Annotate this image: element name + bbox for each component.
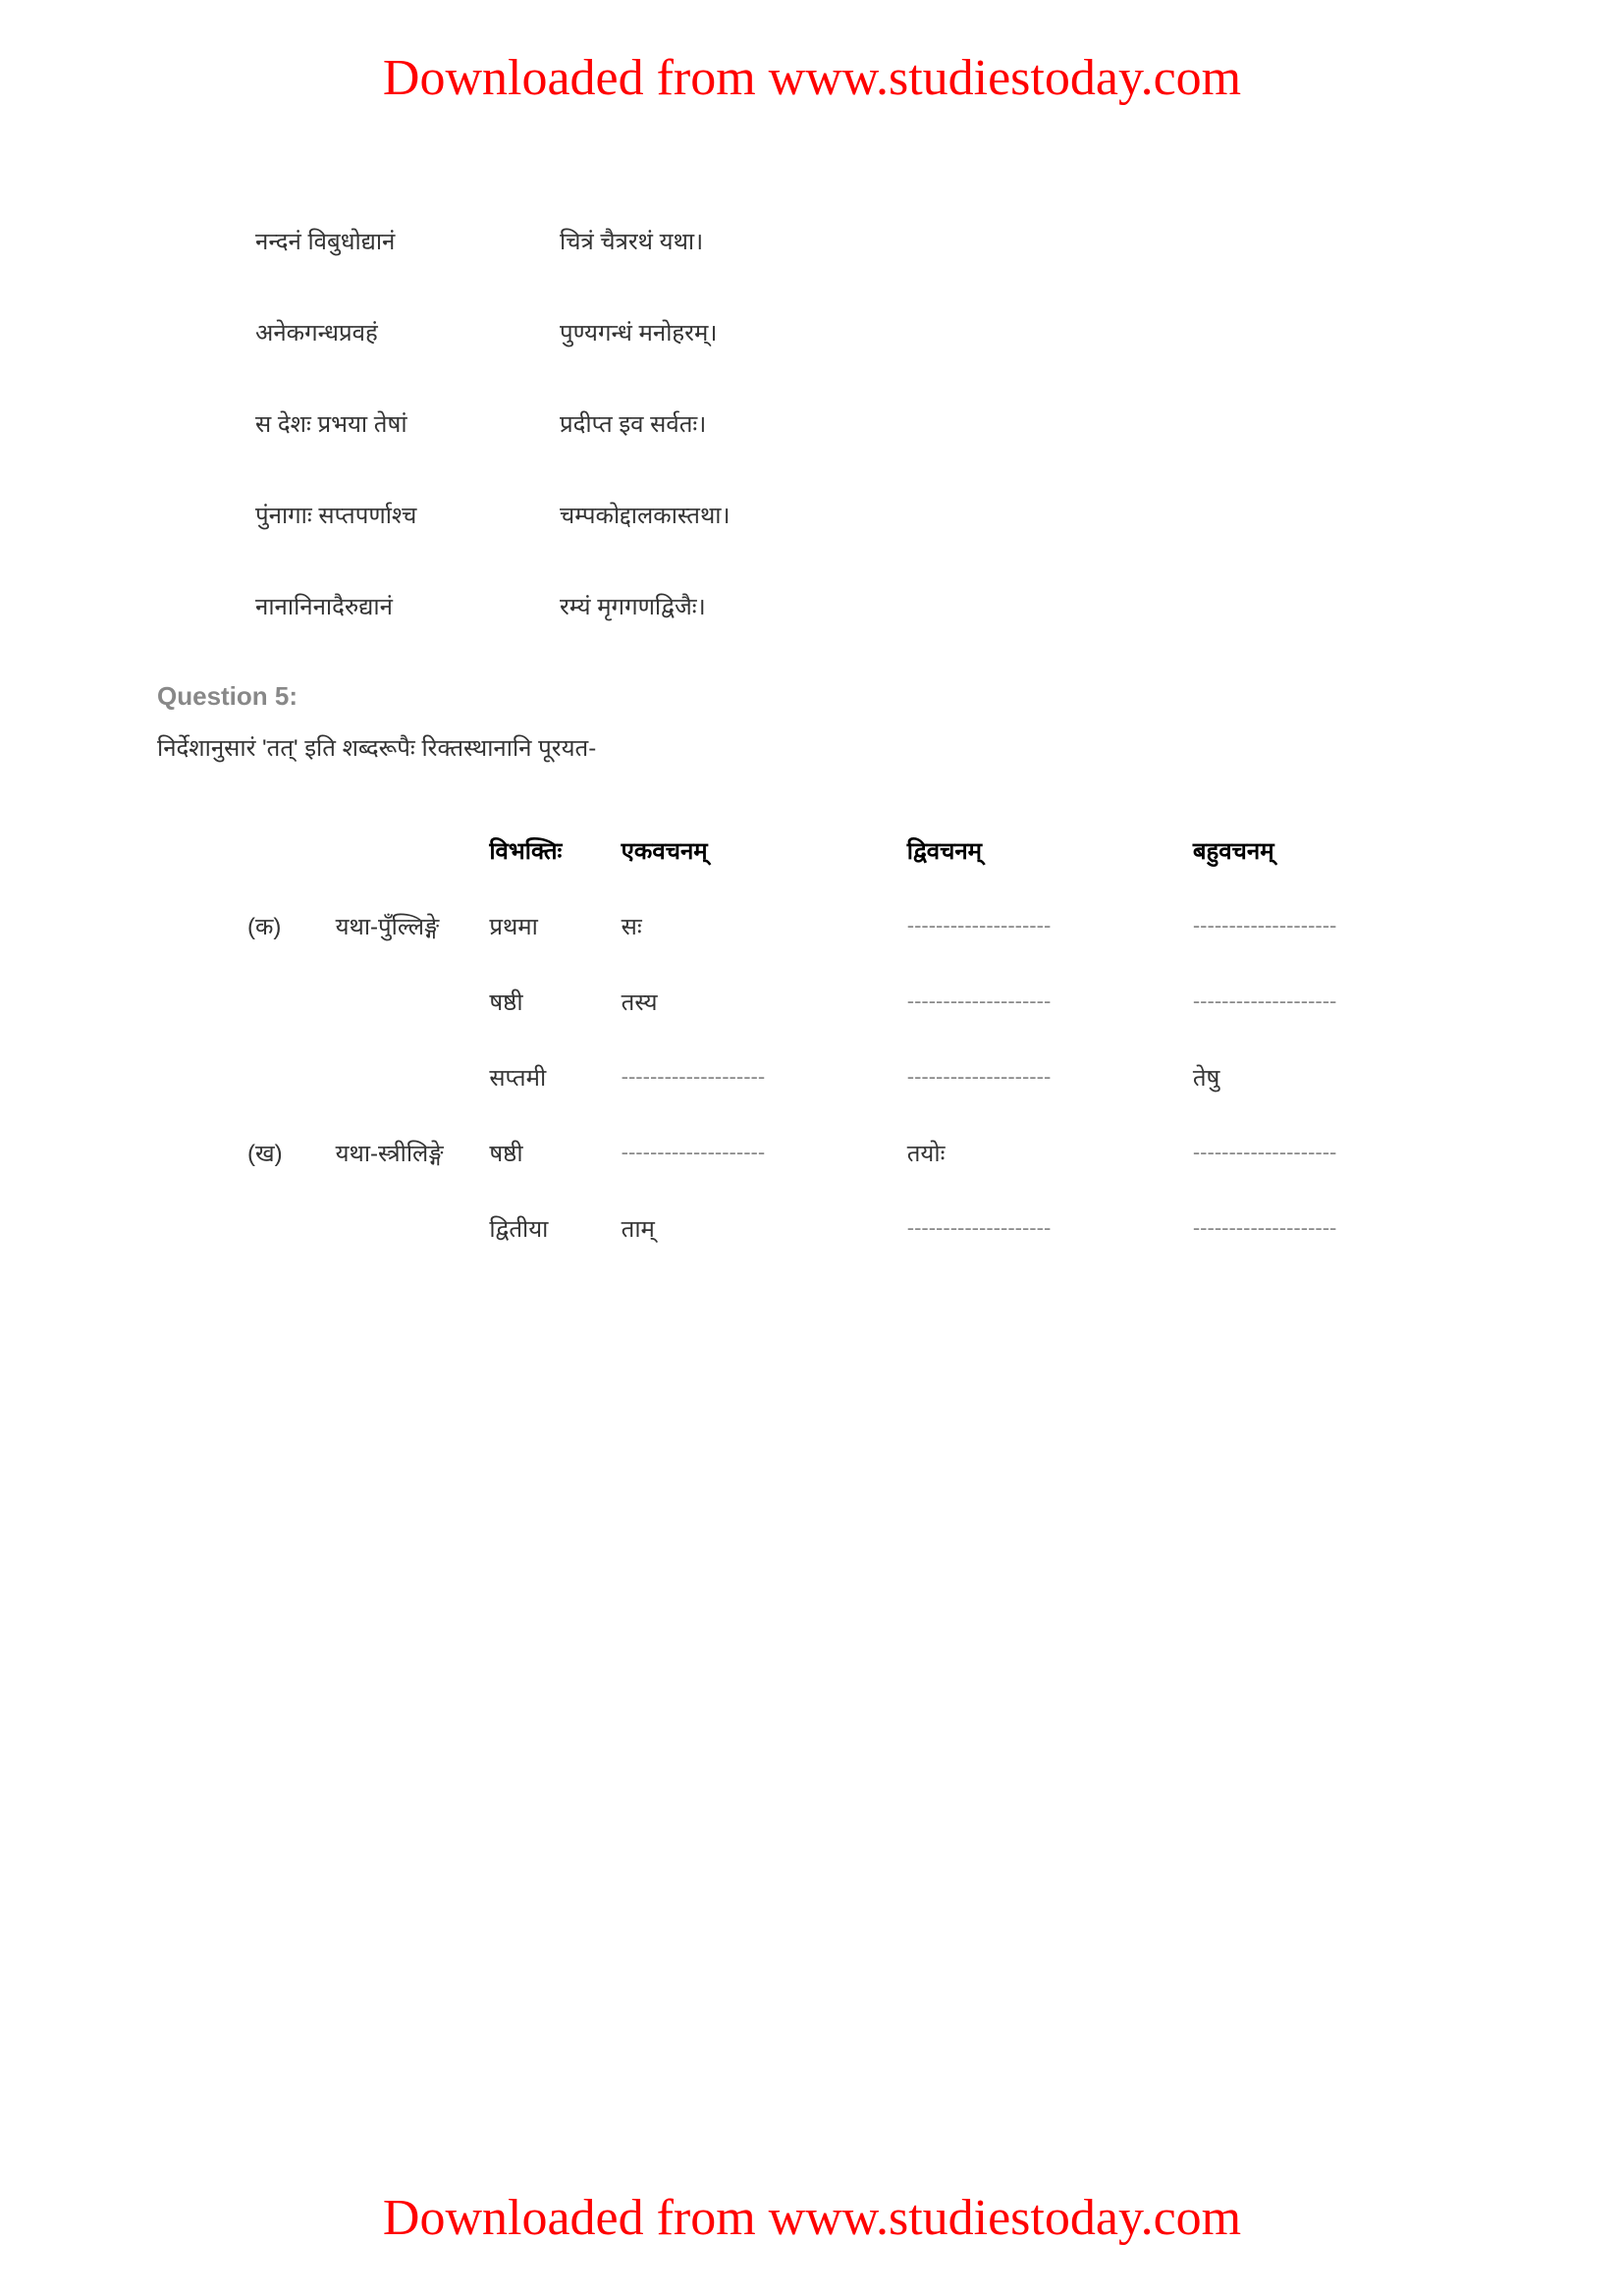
watermark-top: Downloaded from www.studiestoday.com	[0, 49, 1624, 107]
watermark-bottom: Downloaded from www.studiestoday.com	[0, 2189, 1624, 2247]
cell-dvi: तयोः	[895, 1115, 1181, 1191]
header-vibhakti: विभक्तिः	[477, 813, 609, 888]
cell-dvi: --------------------	[895, 1040, 1181, 1115]
verses-block: नन्दनं विबुधोद्यानं चित्रं चैत्ररथं यथा।…	[255, 225, 1467, 622]
table-row: (ख) यथा-स्त्रीलिङ्गे षष्ठी -------------…	[236, 1115, 1467, 1191]
cell-bahu: --------------------	[1181, 1115, 1467, 1191]
verse-line: अनेकगन्धप्रवहं पुण्यगन्धं मनोहरम्।	[255, 316, 1467, 348]
verse-col2: रम्यं मृगगणद्विजैः।	[560, 590, 706, 622]
verse-line: नन्दनं विबुधोद्यानं चित्रं चैत्ररथं यथा।	[255, 225, 1467, 257]
cell-bahu: --------------------	[1181, 1191, 1467, 1266]
table-row: षष्ठी तस्य -------------------- --------…	[236, 964, 1467, 1040]
row-gender	[324, 964, 478, 1040]
main-content: नन्दनं विबुधोद्यानं चित्रं चैत्ररथं यथा।…	[0, 225, 1624, 1266]
row-marker	[236, 1191, 324, 1266]
cell-dvi: --------------------	[895, 888, 1181, 964]
cell-dvi: --------------------	[895, 964, 1181, 1040]
verse-col2: पुण्यगन्धं मनोहरम्।	[560, 316, 717, 348]
row-vibhakti: षष्ठी	[477, 964, 609, 1040]
verse-col1: स देशः प्रभया तेषां	[255, 407, 511, 440]
cell-eka: --------------------	[610, 1040, 895, 1115]
question-label: Question 5:	[157, 681, 1467, 712]
row-vibhakti: सप्तमी	[477, 1040, 609, 1115]
verse-line: पुंनागाः सप्तपर्णाश्च चम्पकोद्दालकास्तथा…	[255, 499, 1467, 531]
verse-col2: प्रदीप्त इव सर्वतः।	[560, 407, 706, 440]
row-vibhakti: प्रथमा	[477, 888, 609, 964]
cell-bahu: तेषु	[1181, 1040, 1467, 1115]
cell-bahu: --------------------	[1181, 888, 1467, 964]
table-header-row: विभक्तिः एकवचनम् द्विवचनम् बहुवचनम्	[236, 813, 1467, 888]
header-bahuvachan: बहुवचनम्	[1181, 813, 1467, 888]
header-dvivachan: द्विवचनम्	[895, 813, 1181, 888]
verse-col1: पुंनागाः सप्तपर्णाश्च	[255, 499, 511, 531]
cell-eka: ताम्	[610, 1191, 895, 1266]
verse-col1: नन्दनं विबुधोद्यानं	[255, 225, 511, 257]
table-row: (क) यथा-पुँल्लिङ्गे प्रथमा सः ----------…	[236, 888, 1467, 964]
table-row: द्वितीया ताम् -------------------- -----…	[236, 1191, 1467, 1266]
row-gender: यथा-स्त्रीलिङ्गे	[324, 1115, 478, 1191]
row-gender	[324, 1191, 478, 1266]
row-marker: (क)	[236, 888, 324, 964]
cell-bahu: --------------------	[1181, 964, 1467, 1040]
row-gender: यथा-पुँल्लिङ्गे	[324, 888, 478, 964]
cell-eka: --------------------	[610, 1115, 895, 1191]
verse-line: नानानिनादैरुद्यानं रम्यं मृगगणद्विजैः।	[255, 590, 1467, 622]
row-gender	[324, 1040, 478, 1115]
verse-col2: चित्रं चैत्ररथं यथा।	[560, 225, 703, 257]
question-text: निर्देशानुसारं 'तत्' इति शब्दरूपैः रिक्त…	[157, 731, 1467, 764]
cell-dvi: --------------------	[895, 1191, 1181, 1266]
row-marker	[236, 964, 324, 1040]
row-vibhakti: षष्ठी	[477, 1115, 609, 1191]
table-row: सप्तमी -------------------- ------------…	[236, 1040, 1467, 1115]
cell-eka: सः	[610, 888, 895, 964]
verse-col1: नानानिनादैरुद्यानं	[255, 590, 511, 622]
row-marker	[236, 1040, 324, 1115]
declension-table: विभक्तिः एकवचनम् द्विवचनम् बहुवचनम् (क) …	[236, 813, 1467, 1266]
verse-col1: अनेकगन्धप्रवहं	[255, 316, 511, 348]
header-ekavachan: एकवचनम्	[610, 813, 895, 888]
row-marker: (ख)	[236, 1115, 324, 1191]
row-vibhakti: द्वितीया	[477, 1191, 609, 1266]
verse-col2: चम्पकोद्दालकास्तथा।	[560, 499, 731, 531]
cell-eka: तस्य	[610, 964, 895, 1040]
verse-line: स देशः प्रभया तेषां प्रदीप्त इव सर्वतः।	[255, 407, 1467, 440]
